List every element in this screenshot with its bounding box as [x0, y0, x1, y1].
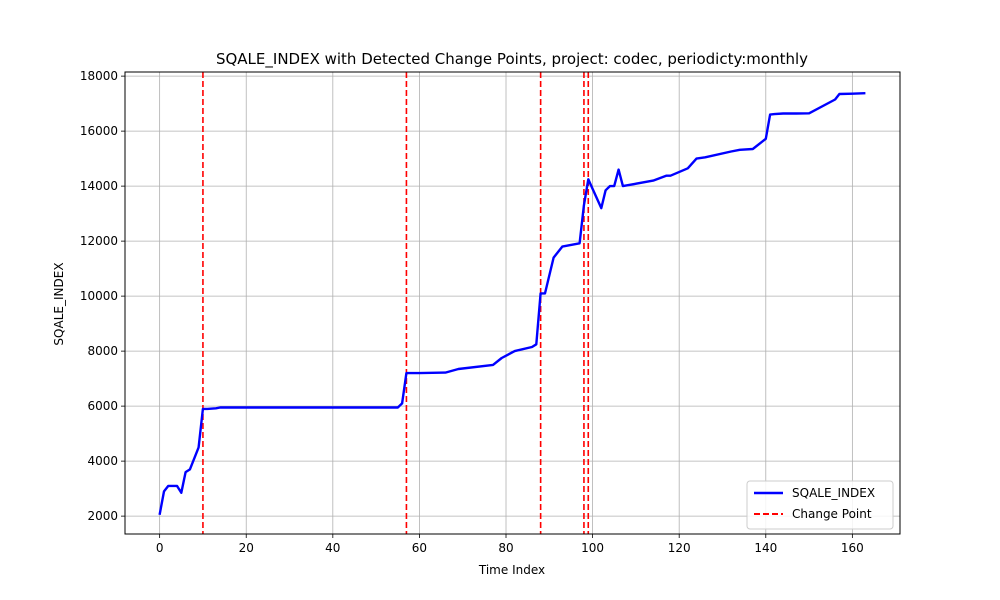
y-tick-label: 14000	[80, 179, 118, 193]
x-tick-label: 40	[325, 541, 340, 555]
y-tick-label: 4000	[87, 454, 118, 468]
series-layer	[158, 92, 866, 516]
x-tick-label: 0	[156, 541, 164, 555]
x-axis: 0 20 40 60 80 100 120 140 160	[156, 534, 864, 555]
x-tick-label: 160	[841, 541, 864, 555]
y-tick-label: 6000	[87, 399, 118, 413]
x-tick-label: 20	[239, 541, 254, 555]
x-tick-label: 80	[498, 541, 513, 555]
legend: SQALE_INDEX Change Point	[746, 480, 894, 530]
y-tick-label: 12000	[80, 234, 118, 248]
y-tick-label: 8000	[87, 344, 118, 358]
y-tick-label: 18000	[80, 69, 118, 83]
y-tick-label: 10000	[80, 289, 118, 303]
series-line-sqale-index	[158, 92, 866, 516]
x-tick-label: 60	[412, 541, 427, 555]
y-tick-label: 2000	[87, 509, 118, 523]
axes-frame	[124, 71, 901, 535]
y-axis-label: SQALE_INDEX	[52, 262, 66, 345]
x-tick-label: 140	[754, 541, 777, 555]
legend-box	[746, 480, 894, 530]
y-axis: 2000 4000 6000 8000 10000 12000 14000 16000 1800…	[80, 69, 125, 523]
legend-label-sqale-index: SQALE_INDEX	[792, 486, 875, 500]
chart-title: SQALE_INDEX with Detected Change Points,…	[216, 50, 808, 69]
plot-area	[124, 71, 901, 535]
legend-label-change-point: Change Point	[792, 507, 872, 521]
y-tick-label: 16000	[80, 124, 118, 138]
x-axis-label: Time Index	[478, 563, 545, 577]
x-tick-label: 100	[581, 541, 604, 555]
x-tick-label: 120	[668, 541, 691, 555]
